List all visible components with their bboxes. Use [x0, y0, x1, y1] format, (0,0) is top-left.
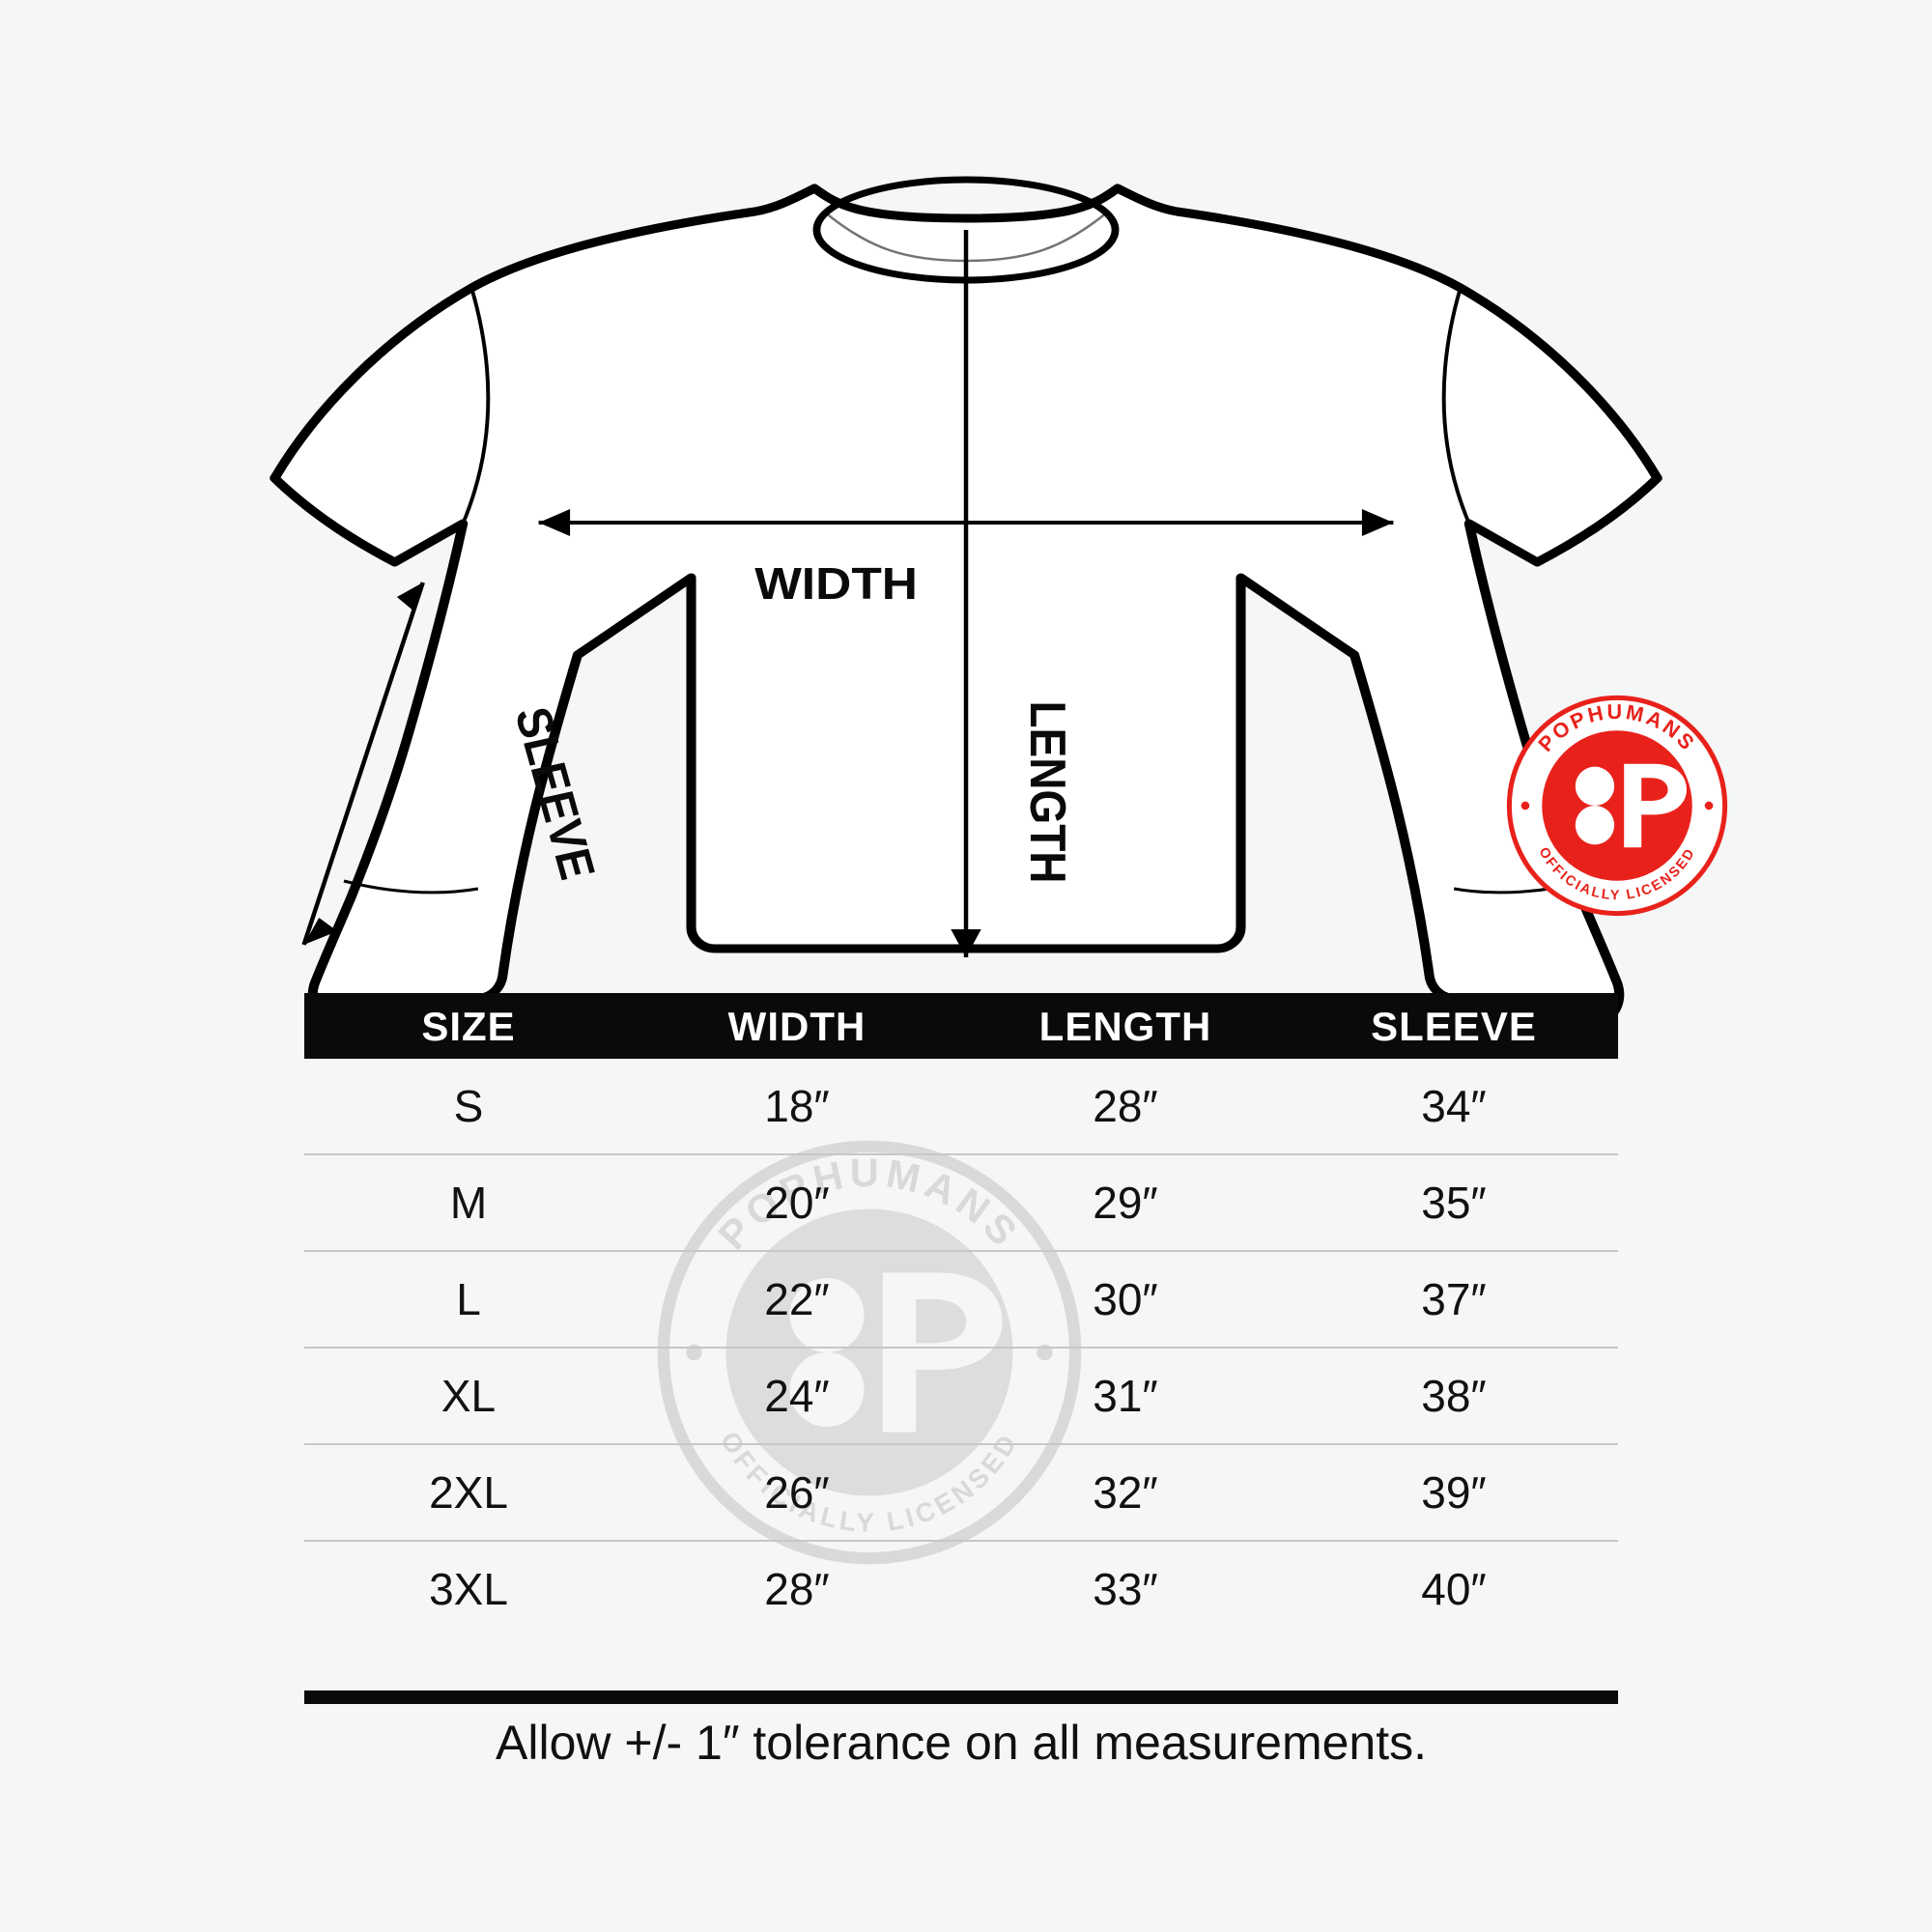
svg-text:WIDTH: WIDTH: [754, 559, 918, 609]
svg-text:LENGTH: LENGTH: [1020, 700, 1075, 883]
